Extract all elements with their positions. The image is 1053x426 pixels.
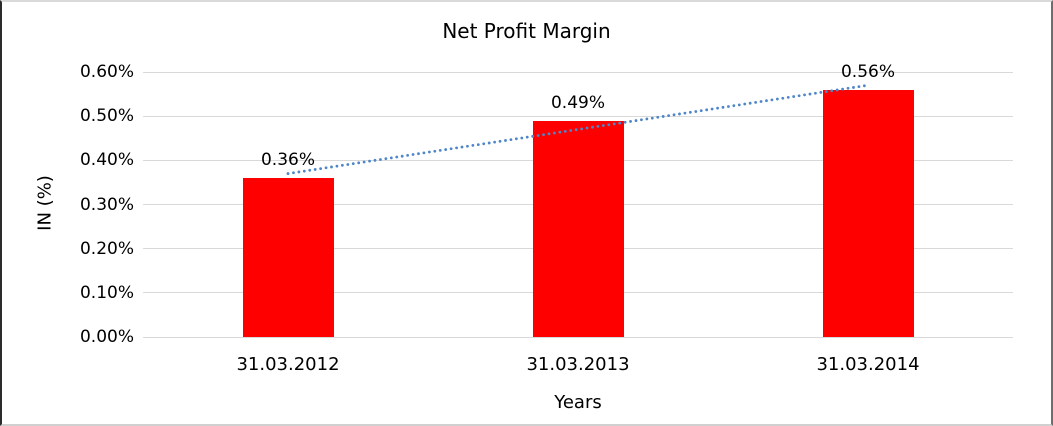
bar bbox=[822, 89, 914, 337]
bar bbox=[532, 120, 624, 337]
bar-value-label: 0.56% bbox=[840, 61, 895, 82]
y-tick-label: 0.00% bbox=[79, 327, 134, 347]
bar-value-label: 0.49% bbox=[550, 92, 605, 113]
y-tick-label: 0.60% bbox=[79, 62, 134, 82]
y-tick-label: 0.40% bbox=[79, 150, 134, 171]
x-tick-label: 31.03.2013 bbox=[526, 354, 630, 375]
y-tick-label: 0.30% bbox=[79, 194, 134, 215]
y-tick-label: 0.10% bbox=[79, 282, 134, 303]
bar-value-label: 0.36% bbox=[260, 150, 315, 170]
bar bbox=[242, 178, 334, 337]
gridline bbox=[143, 71, 1013, 73]
x-axis-title: Years bbox=[554, 392, 602, 413]
y-tick-label: 0.20% bbox=[79, 238, 134, 259]
x-tick-label: 31.03.2014 bbox=[816, 354, 920, 375]
gridline bbox=[143, 336, 1013, 338]
y-tick-label: 0.50% bbox=[79, 106, 134, 127]
chart-title: Net Profit Margin bbox=[442, 19, 611, 43]
x-tick-label: 31.03.2012 bbox=[236, 354, 340, 375]
